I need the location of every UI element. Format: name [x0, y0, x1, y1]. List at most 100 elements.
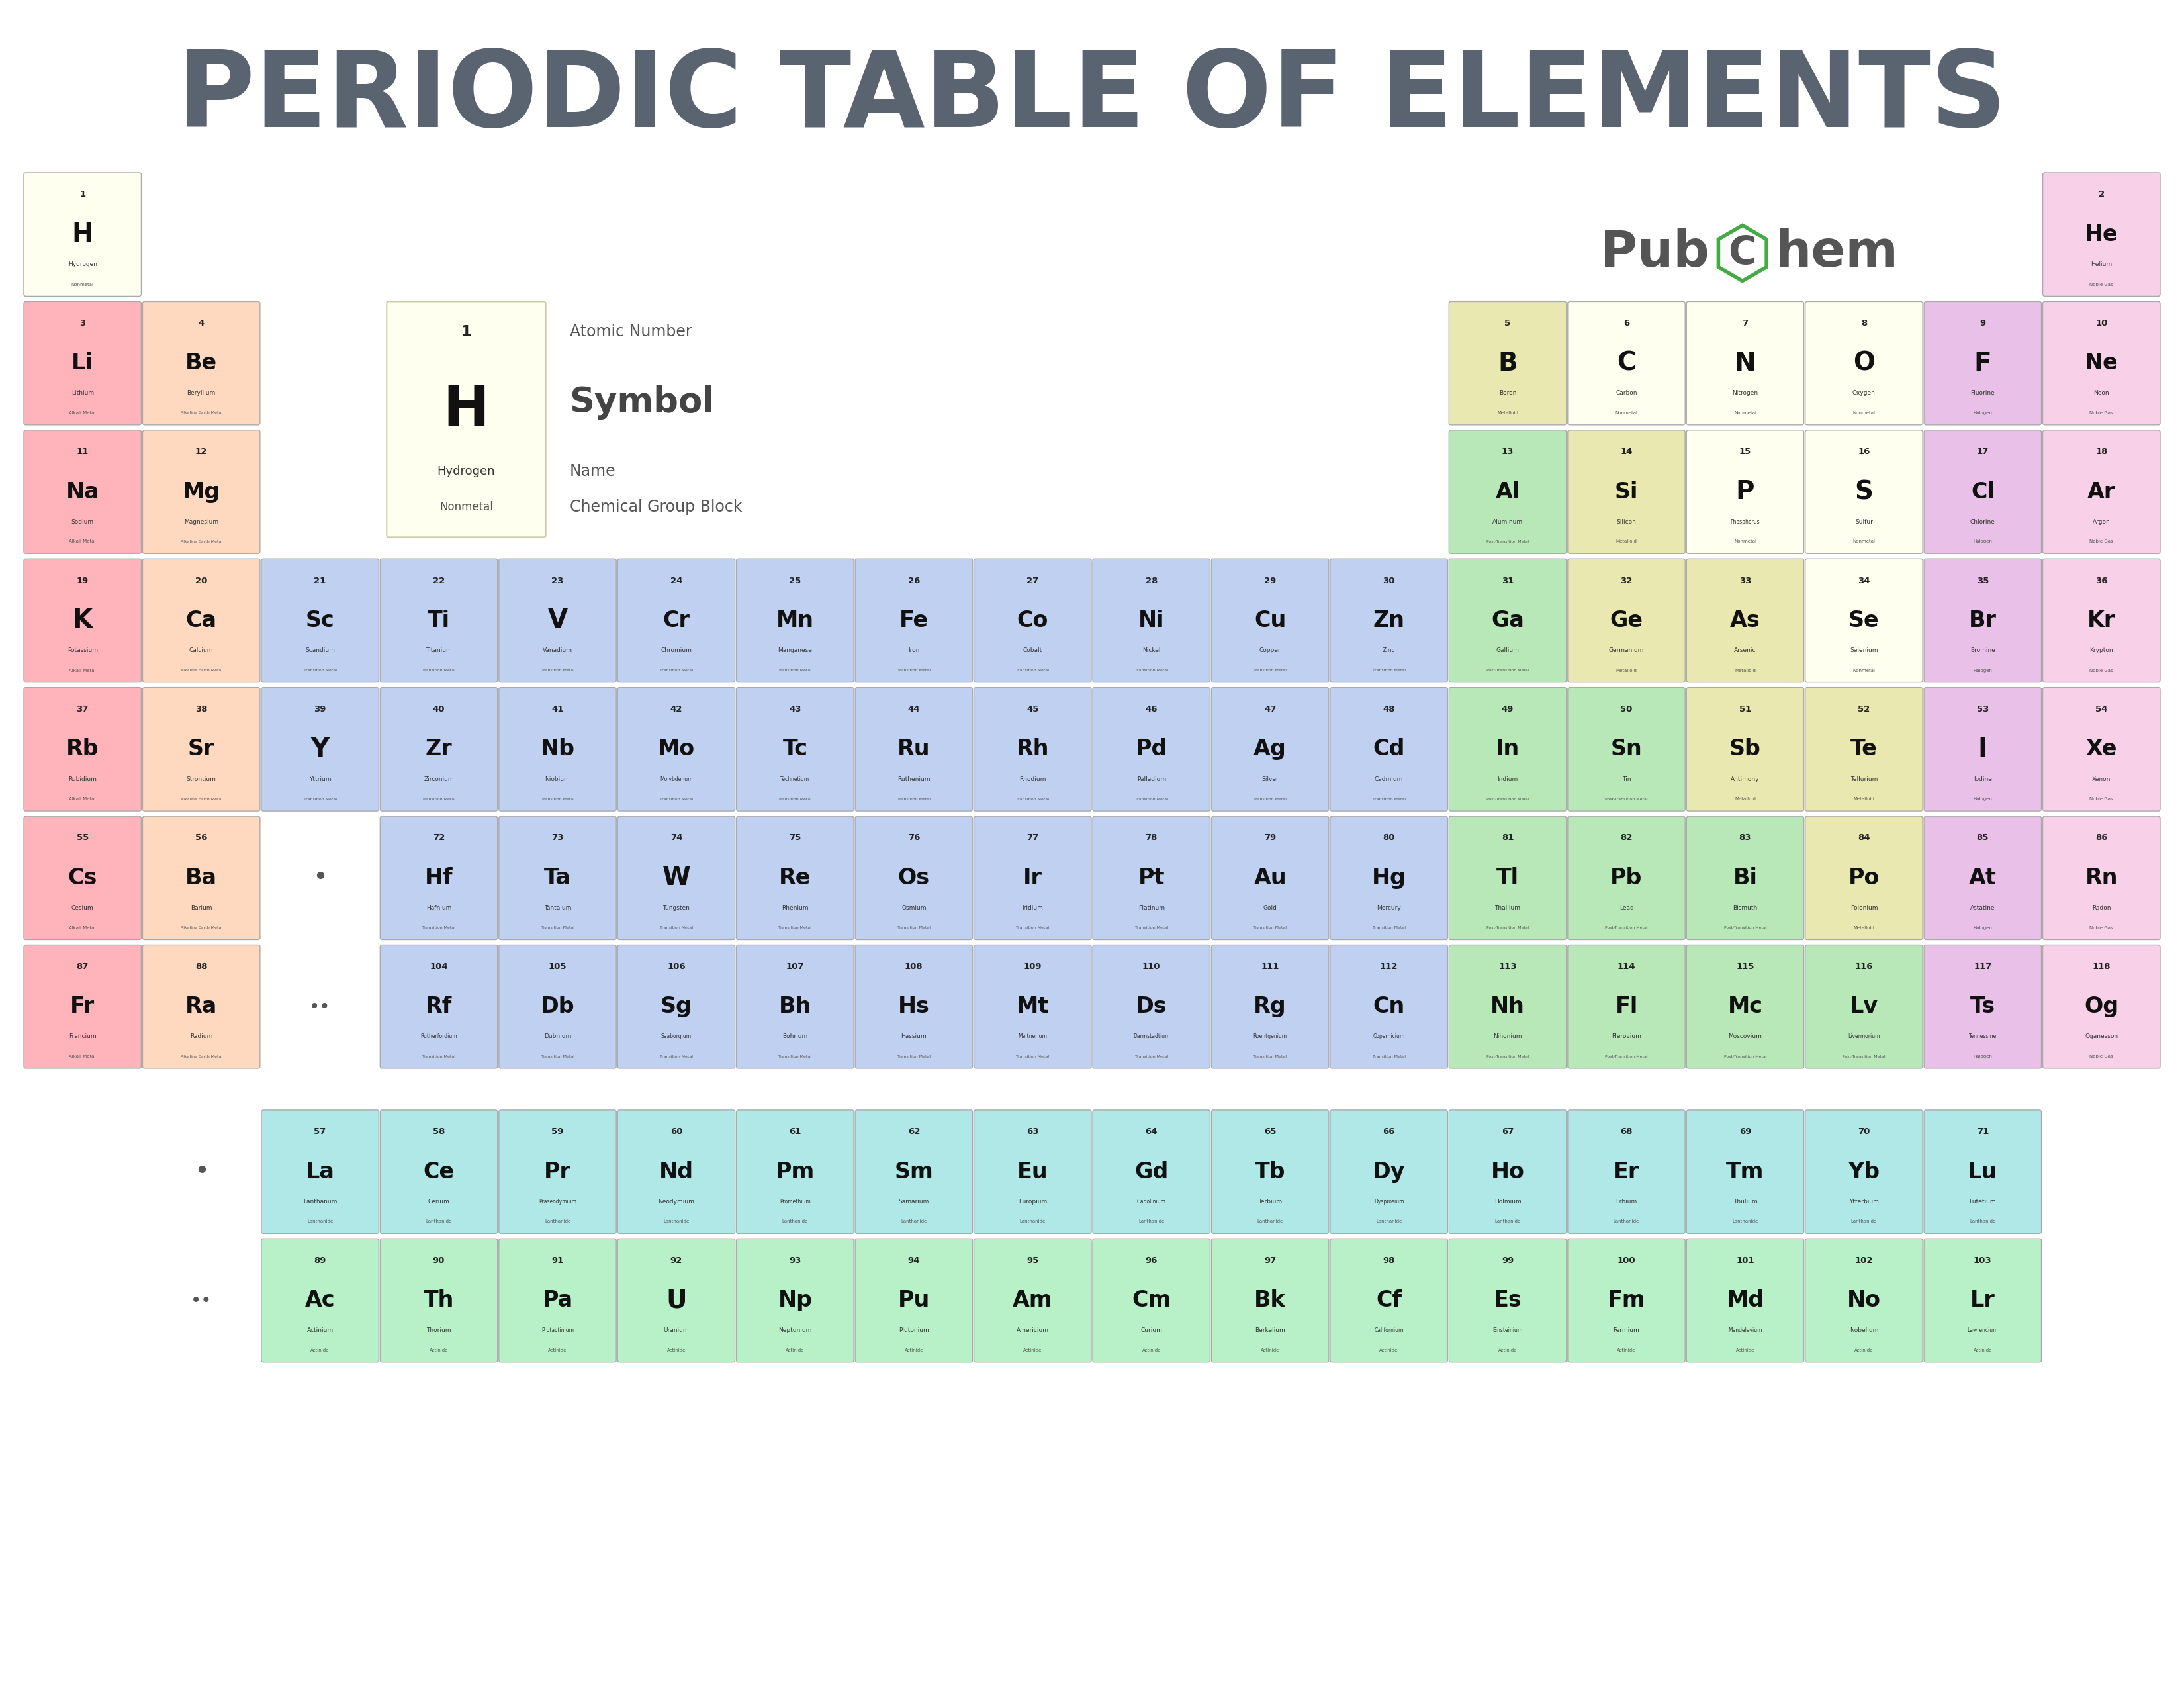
FancyBboxPatch shape [1686, 687, 1804, 810]
Text: Dubnium: Dubnium [544, 1033, 572, 1040]
Text: Pd: Pd [1136, 738, 1168, 760]
Text: 62: 62 [909, 1128, 919, 1136]
Text: Actinide: Actinide [666, 1349, 686, 1352]
Text: Br: Br [1968, 609, 1996, 631]
Text: 26: 26 [909, 576, 919, 586]
Text: 37: 37 [76, 706, 90, 714]
Text: Cs: Cs [68, 868, 98, 890]
FancyBboxPatch shape [2042, 945, 2160, 1069]
Text: 71: 71 [1977, 1128, 1990, 1136]
FancyBboxPatch shape [1092, 559, 1210, 682]
Text: Dy: Dy [1372, 1161, 1404, 1183]
Text: La: La [306, 1161, 334, 1183]
Text: Actinide: Actinide [1260, 1349, 1280, 1352]
Text: Transition Metal: Transition Metal [898, 797, 930, 800]
Text: 51: 51 [1738, 706, 1752, 714]
Text: Nonmetal: Nonmetal [1852, 668, 1876, 672]
Text: Fe: Fe [900, 609, 928, 631]
Text: Nitrogen: Nitrogen [1732, 390, 1758, 397]
Text: 88: 88 [194, 962, 207, 971]
Text: Er: Er [1614, 1161, 1640, 1183]
Text: 30: 30 [1382, 576, 1396, 586]
FancyBboxPatch shape [142, 687, 260, 810]
Text: Transition Metal: Transition Metal [660, 797, 692, 800]
FancyBboxPatch shape [736, 1239, 854, 1362]
Text: 78: 78 [1144, 834, 1158, 842]
Text: Ne: Ne [2086, 353, 2118, 375]
Text: Lu: Lu [1968, 1161, 1998, 1183]
Text: Osmium: Osmium [902, 905, 926, 912]
Text: 42: 42 [670, 706, 681, 714]
FancyBboxPatch shape [1568, 430, 1686, 554]
FancyBboxPatch shape [1686, 559, 1804, 682]
Text: 107: 107 [786, 962, 804, 971]
Text: 28: 28 [1144, 576, 1158, 586]
Text: 13: 13 [1503, 447, 1514, 456]
Text: Calcium: Calcium [190, 648, 214, 653]
FancyBboxPatch shape [24, 687, 142, 810]
Text: Francium: Francium [68, 1033, 96, 1040]
Text: Metalloid: Metalloid [1854, 925, 1874, 930]
Text: Neodymium: Neodymium [657, 1198, 695, 1205]
Text: Iron: Iron [909, 648, 919, 653]
Text: Halogen: Halogen [1972, 412, 1992, 415]
FancyBboxPatch shape [618, 817, 736, 940]
Text: Sm: Sm [895, 1161, 933, 1183]
FancyBboxPatch shape [24, 559, 142, 682]
Text: Po: Po [1848, 868, 1880, 890]
Text: K: K [72, 608, 92, 633]
Text: 86: 86 [2094, 834, 2108, 842]
FancyBboxPatch shape [1686, 430, 1804, 554]
FancyBboxPatch shape [618, 945, 736, 1069]
Text: 47: 47 [1265, 706, 1275, 714]
FancyBboxPatch shape [1092, 945, 1210, 1069]
FancyBboxPatch shape [380, 1111, 498, 1234]
Text: Lanthanide: Lanthanide [544, 1220, 570, 1224]
Text: 43: 43 [788, 706, 802, 714]
Text: Metalloid: Metalloid [1734, 797, 1756, 802]
Text: 2: 2 [2099, 191, 2105, 199]
FancyBboxPatch shape [974, 1111, 1092, 1234]
FancyBboxPatch shape [1448, 1111, 1566, 1234]
Text: Metalloid: Metalloid [1616, 668, 1638, 672]
FancyBboxPatch shape [1568, 945, 1686, 1069]
FancyBboxPatch shape [736, 945, 854, 1069]
Text: Cu: Cu [1254, 609, 1286, 631]
FancyBboxPatch shape [2042, 430, 2160, 554]
Text: Mn: Mn [775, 609, 815, 631]
Text: Fr: Fr [70, 996, 94, 1018]
Text: Cn: Cn [1374, 996, 1404, 1018]
Text: Fermium: Fermium [1614, 1327, 1640, 1334]
Text: Bohrium: Bohrium [782, 1033, 808, 1040]
Text: F: F [1974, 351, 1992, 376]
Text: He: He [2086, 223, 2118, 245]
Text: Am: Am [1013, 1290, 1053, 1312]
Text: Nonmetal: Nonmetal [439, 501, 494, 513]
Text: Meitnerium: Meitnerium [1018, 1033, 1046, 1040]
FancyBboxPatch shape [1212, 817, 1328, 940]
Text: Be: Be [186, 353, 216, 375]
Text: Actinide: Actinide [548, 1349, 568, 1352]
FancyBboxPatch shape [1806, 1239, 1922, 1362]
Text: Actinide: Actinide [1616, 1349, 1636, 1352]
Text: 72: 72 [432, 834, 446, 842]
Text: Transition Metal: Transition Metal [660, 1055, 692, 1058]
Text: 48: 48 [1382, 706, 1396, 714]
Text: 81: 81 [1503, 834, 1514, 842]
Text: 113: 113 [1498, 962, 1516, 971]
Text: 84: 84 [1859, 834, 1870, 842]
Text: Rg: Rg [1254, 996, 1286, 1018]
Text: Livermorium: Livermorium [1848, 1033, 1880, 1040]
Text: ••: •• [190, 1291, 212, 1310]
Text: Ce: Ce [424, 1161, 454, 1183]
Text: Berkelium: Berkelium [1256, 1327, 1284, 1334]
Text: Mc: Mc [1728, 996, 1762, 1018]
FancyBboxPatch shape [1568, 1239, 1686, 1362]
FancyBboxPatch shape [387, 302, 546, 537]
Text: Vanadium: Vanadium [542, 648, 572, 653]
FancyBboxPatch shape [1212, 1239, 1328, 1362]
Text: Boron: Boron [1498, 390, 1516, 397]
Text: 15: 15 [1738, 447, 1752, 456]
Text: Iodine: Iodine [1974, 776, 1992, 782]
FancyBboxPatch shape [142, 945, 260, 1069]
